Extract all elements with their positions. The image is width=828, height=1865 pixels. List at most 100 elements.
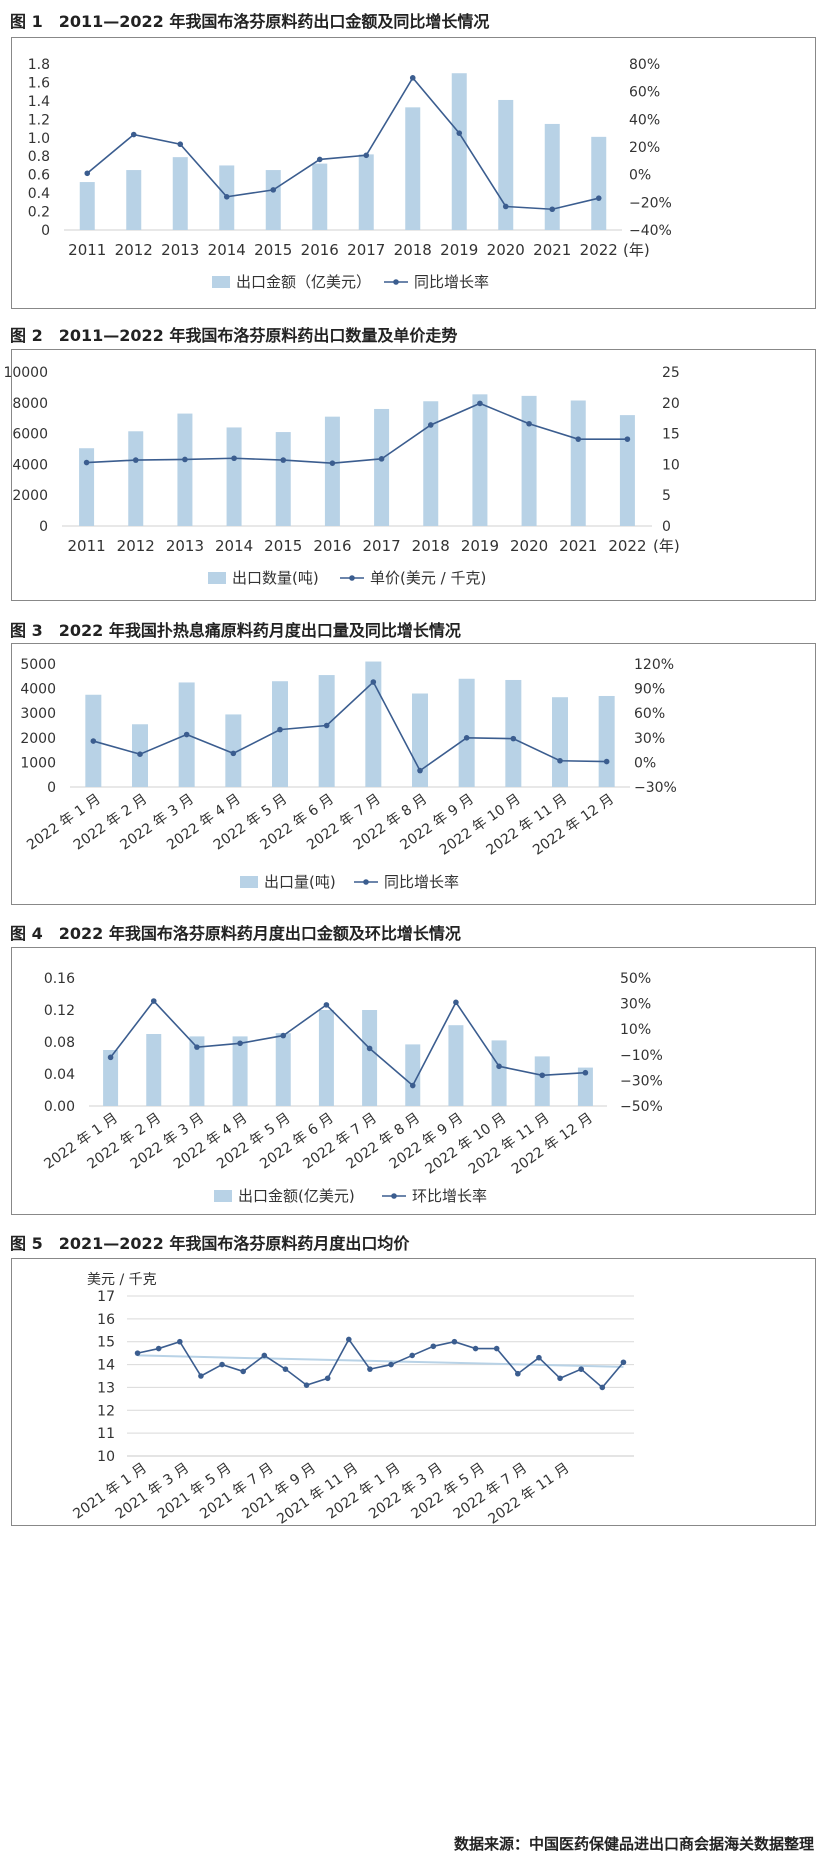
bar (128, 431, 144, 526)
line-point (219, 1361, 225, 1368)
line-point (502, 203, 509, 210)
figure-5-caption: 2021—2022 年我国布洛芬原料药月度出口均价 (58, 1234, 410, 1253)
line-point (150, 998, 157, 1004)
left-tick-label: 0.6 (28, 168, 50, 184)
line-series (86, 402, 628, 464)
figure-2-title: 图 2 2011—2022 年我国布洛芬原料药出口数量及单价走势 (10, 322, 457, 346)
x-tick-label: 2012 (115, 241, 153, 259)
right-tick-label: 20% (629, 140, 660, 156)
line-point (83, 459, 90, 466)
legend-line-marker (349, 575, 355, 581)
legend-bar-swatch (240, 876, 258, 888)
bar (275, 432, 291, 526)
figure-4-number: 图 4 (10, 924, 43, 943)
left-tick-label: 6000 (12, 427, 48, 443)
line-point (575, 436, 582, 442)
bar (577, 1067, 593, 1106)
chart-4-panel: 0.00 0.04 0.08 0.12 0.16 −50% −30% −10% 10% 30% 50… (11, 947, 816, 1215)
line-point (280, 1032, 287, 1039)
left-tick-label: 0 (41, 223, 50, 239)
legend-line-label: 同比增长率 (414, 273, 489, 291)
bar (232, 1036, 248, 1106)
bar (362, 1010, 378, 1106)
legend-line-marker (393, 279, 399, 285)
trend-line (137, 1354, 624, 1368)
line-point (388, 1361, 394, 1368)
line-point (282, 1366, 289, 1372)
y-tick-label: 12 (97, 1403, 115, 1419)
x-tick-label: 2017 (347, 241, 385, 259)
x-tick-label: 2020 (510, 537, 548, 555)
chart-2-panel: 0 2000 4000 6000 8000 10000 0 5 10 15 20 25 2011 2012… (3, 349, 816, 601)
data-source-note: 数据来源：中国医药保健品进出口商会据海关数据整理 (453, 1835, 814, 1853)
y-tick-label: 13 (97, 1380, 115, 1396)
line-point (323, 722, 330, 729)
bar (505, 679, 522, 787)
bar (103, 1050, 119, 1106)
line-point (539, 1072, 546, 1079)
y-tick-label: 11 (97, 1426, 115, 1442)
x-tick-label: 2022 年 12 月 (530, 791, 617, 858)
left-tick-label: 0 (47, 780, 56, 796)
left-tick-label: 0 (39, 519, 48, 535)
chart-1-panel: 0 0.2 0.4 0.6 0.8 1.0 1.2 1.4 1.6 1.8 −40% −20% 0% 20… (11, 37, 816, 309)
line-point (277, 726, 283, 733)
line-point (515, 1370, 521, 1377)
line-point (323, 1002, 330, 1008)
left-tick-label: 1.0 (28, 131, 50, 147)
bar (79, 448, 95, 526)
legend-bar-label: 出口金额(亿美元) (238, 1187, 355, 1205)
left-tick-label: 2000 (20, 731, 56, 747)
left-tick-label: 1000 (20, 755, 56, 771)
line-point (231, 455, 237, 462)
line-point (477, 400, 483, 407)
line-point (493, 1345, 500, 1352)
line-point (261, 1352, 268, 1359)
line-point (409, 75, 416, 81)
x-tick-label: 2019 (440, 241, 478, 259)
chart-3: 0 1000 2000 3000 4000 5000 −30% 0% 30% 60% 90% 120%… (20, 657, 677, 891)
line-point (456, 130, 463, 136)
bar (491, 1040, 507, 1106)
right-tick-label: 30% (634, 731, 665, 747)
line-point (363, 152, 370, 159)
line-point (177, 141, 184, 148)
legend-bar-label: 出口数量(吨) (232, 569, 319, 587)
line-point (624, 436, 631, 442)
legend-bar-swatch (214, 1190, 232, 1202)
chart-2: 0 2000 4000 6000 8000 10000 0 5 10 15 20 25 2011 2012… (3, 365, 679, 587)
left-tick-label: 1.2 (28, 112, 50, 128)
bar (318, 675, 335, 787)
right-tick-label: 60% (629, 85, 660, 101)
line-point (130, 131, 137, 138)
bar (448, 1025, 464, 1106)
x-tick-label: 2016 (301, 241, 339, 259)
x-tick-label: 2018 (412, 537, 450, 555)
y-tick-label: 16 (97, 1312, 115, 1328)
right-tick-label: 120% (634, 657, 674, 673)
left-tick-label: 0.2 (28, 205, 50, 221)
line-point (578, 1366, 584, 1372)
line-point (367, 1366, 373, 1372)
line-point (280, 457, 287, 463)
legend-bar-label: 出口金额（亿美元） (236, 273, 371, 291)
line-point (223, 194, 230, 200)
legend-line-label: 环比增长率 (412, 1187, 487, 1205)
line-point (603, 758, 610, 765)
bar (619, 415, 635, 526)
line-point (137, 751, 143, 757)
line-point (182, 456, 188, 463)
left-tick-label: 0.8 (28, 149, 50, 165)
line-series (93, 680, 607, 772)
legend-bar-label: 出口量(吨) (264, 873, 336, 891)
bar (598, 695, 615, 787)
x-tick-label: 2018 (394, 241, 432, 259)
x-tick-label: 2013 (166, 537, 204, 555)
legend-line-marker (363, 879, 369, 885)
x-tick-label: 2015 (264, 537, 302, 555)
bar (358, 154, 374, 230)
figure-3-caption: 2022 年我国扑热息痛原料药月度出口量及同比增长情况 (58, 621, 461, 640)
y-axis-title: 美元 / 千克 (87, 1272, 157, 1288)
legend-line-label: 同比增长率 (384, 873, 459, 891)
